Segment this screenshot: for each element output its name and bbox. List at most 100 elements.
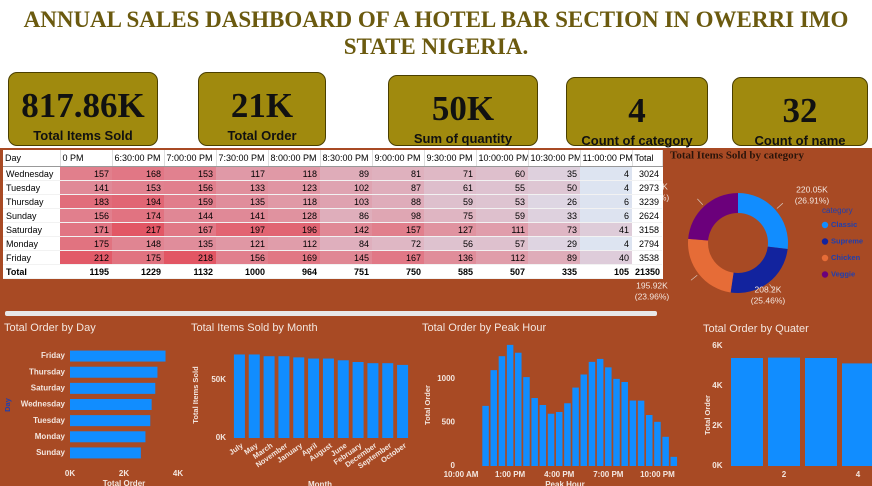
header-cell: 11:00:00 PM	[580, 150, 633, 167]
table-cell: 112	[476, 250, 528, 265]
bar	[352, 362, 364, 438]
header-cell: 8:00:00 PM	[268, 150, 321, 167]
table-cell: 89	[528, 250, 580, 265]
y-tick-label: Monday	[35, 432, 66, 441]
table-cell: 89	[320, 166, 372, 181]
bar	[506, 344, 514, 466]
table-cell: 59	[424, 194, 476, 209]
y-tick-label: 0	[451, 461, 456, 470]
table-cell: 135	[164, 236, 216, 251]
y-tick-label: Friday	[41, 351, 66, 360]
bar	[523, 377, 530, 466]
table-cell: 71	[424, 166, 476, 181]
table-row: Thursday 183 194 159 135 118 103 88 59 53 26 6 3239	[3, 194, 662, 209]
table-cell: 171	[60, 222, 112, 237]
x-tick-label: 1:00 PM	[495, 470, 526, 479]
total-cell: 507	[476, 264, 528, 279]
table-cell: 145	[320, 250, 372, 265]
row-label: Monday	[3, 236, 60, 251]
legend-title: category	[822, 206, 853, 215]
table-cell: 3024	[632, 166, 662, 181]
bar	[233, 354, 245, 438]
legend-label: Supreme	[831, 236, 863, 245]
kpi-card: 32 Count of name	[732, 77, 868, 148]
bar	[70, 447, 141, 459]
bar	[397, 364, 409, 438]
matrix-table: Day 0 PM 6:30:00 PM 7:00:00 PM 7:30:00 PM 8:0…	[3, 150, 663, 279]
leader-line	[776, 202, 784, 209]
table-cell: 128	[268, 208, 320, 223]
y-tick-label: 2K	[712, 421, 722, 430]
bar	[263, 356, 275, 438]
row-label: Friday	[3, 250, 60, 265]
table-row: Friday 212 175 218 156 169 145 167 136 112 89 40 353…	[3, 250, 662, 265]
kpi-value: 4	[628, 91, 646, 130]
table-cell: 4	[580, 180, 632, 195]
table-cell: 194	[112, 194, 164, 209]
kpi-card: 817.86K Total Items Sold	[8, 72, 158, 146]
bar	[293, 357, 305, 438]
table-cell: 153	[112, 180, 164, 195]
leader-line	[697, 198, 704, 205]
header-row: Day 0 PM 6:30:00 PM 7:00:00 PM 7:30:00 PM 8:0…	[3, 150, 663, 167]
data-label: 195.92K	[636, 280, 668, 290]
bar	[248, 354, 260, 438]
row-label: Total	[3, 264, 60, 279]
legend-marker	[821, 221, 829, 229]
table-cell: 111	[476, 222, 528, 237]
table-cell: 3538	[632, 250, 662, 265]
y-tick-label: 500	[442, 418, 456, 427]
table-cell: 3239	[632, 194, 662, 209]
header-cell: 7:00:00 PM	[164, 150, 217, 167]
donut-slice	[688, 193, 738, 241]
table-cell: 88	[372, 194, 424, 209]
table-cell: 53	[476, 194, 528, 209]
bar	[70, 415, 151, 427]
total-cell: 964	[268, 264, 320, 279]
data-label-percent: (25.46%)	[751, 295, 786, 305]
scrollbar[interactable]	[5, 311, 657, 316]
leader-line	[690, 275, 698, 281]
table-cell: 141	[60, 180, 112, 195]
table-cell: 112	[268, 236, 320, 251]
kpi-label: Total Order	[227, 128, 297, 143]
bar	[731, 358, 763, 466]
chart-title: Total Order by Day	[4, 322, 96, 334]
table-cell: 35	[528, 166, 580, 181]
kpi-value: 50K	[431, 89, 495, 128]
donut-slice	[688, 238, 734, 293]
legend-marker	[821, 254, 829, 262]
table-cell: 142	[320, 222, 372, 237]
bar	[654, 421, 661, 466]
bar	[70, 350, 166, 362]
table-cell: 6	[580, 194, 632, 209]
table-cell: 167	[164, 222, 216, 237]
header-cell: 8:30:00 PM	[320, 150, 373, 167]
bar	[670, 456, 678, 466]
table-cell: 73	[528, 222, 580, 237]
table-cell: 156	[164, 180, 216, 195]
table-cell: 167	[372, 250, 424, 265]
header-cell: 9:00:00 PM	[372, 150, 425, 167]
table-cell: 26	[528, 194, 580, 209]
table-cell: 61	[424, 180, 476, 195]
table-cell: 169	[268, 250, 320, 265]
kpi-value: 21K	[230, 86, 294, 125]
header-cell: 9:30:00 PM	[424, 150, 477, 167]
table-cell: 75	[424, 208, 476, 223]
bar	[70, 382, 156, 394]
table-cell: 127	[424, 222, 476, 237]
row-label: Sunday	[3, 208, 60, 223]
total-cell: 335	[528, 264, 580, 279]
bar	[572, 387, 579, 466]
bar	[515, 352, 522, 466]
y-tick-label: Tuesday	[33, 416, 65, 425]
table-row: Wednesday 157 168 153 117 118 89 81 71 60 35 4 3024	[3, 166, 662, 181]
legend-label: Classic	[831, 220, 857, 229]
table-cell: 40	[580, 250, 632, 265]
table-cell: 59	[476, 208, 528, 223]
kpi-value: 817.86K	[21, 86, 145, 125]
table-cell: 217	[112, 222, 164, 237]
x-axis-label: Peak Hour	[545, 480, 585, 486]
header-cell: 7:30:00 PM	[216, 150, 269, 167]
